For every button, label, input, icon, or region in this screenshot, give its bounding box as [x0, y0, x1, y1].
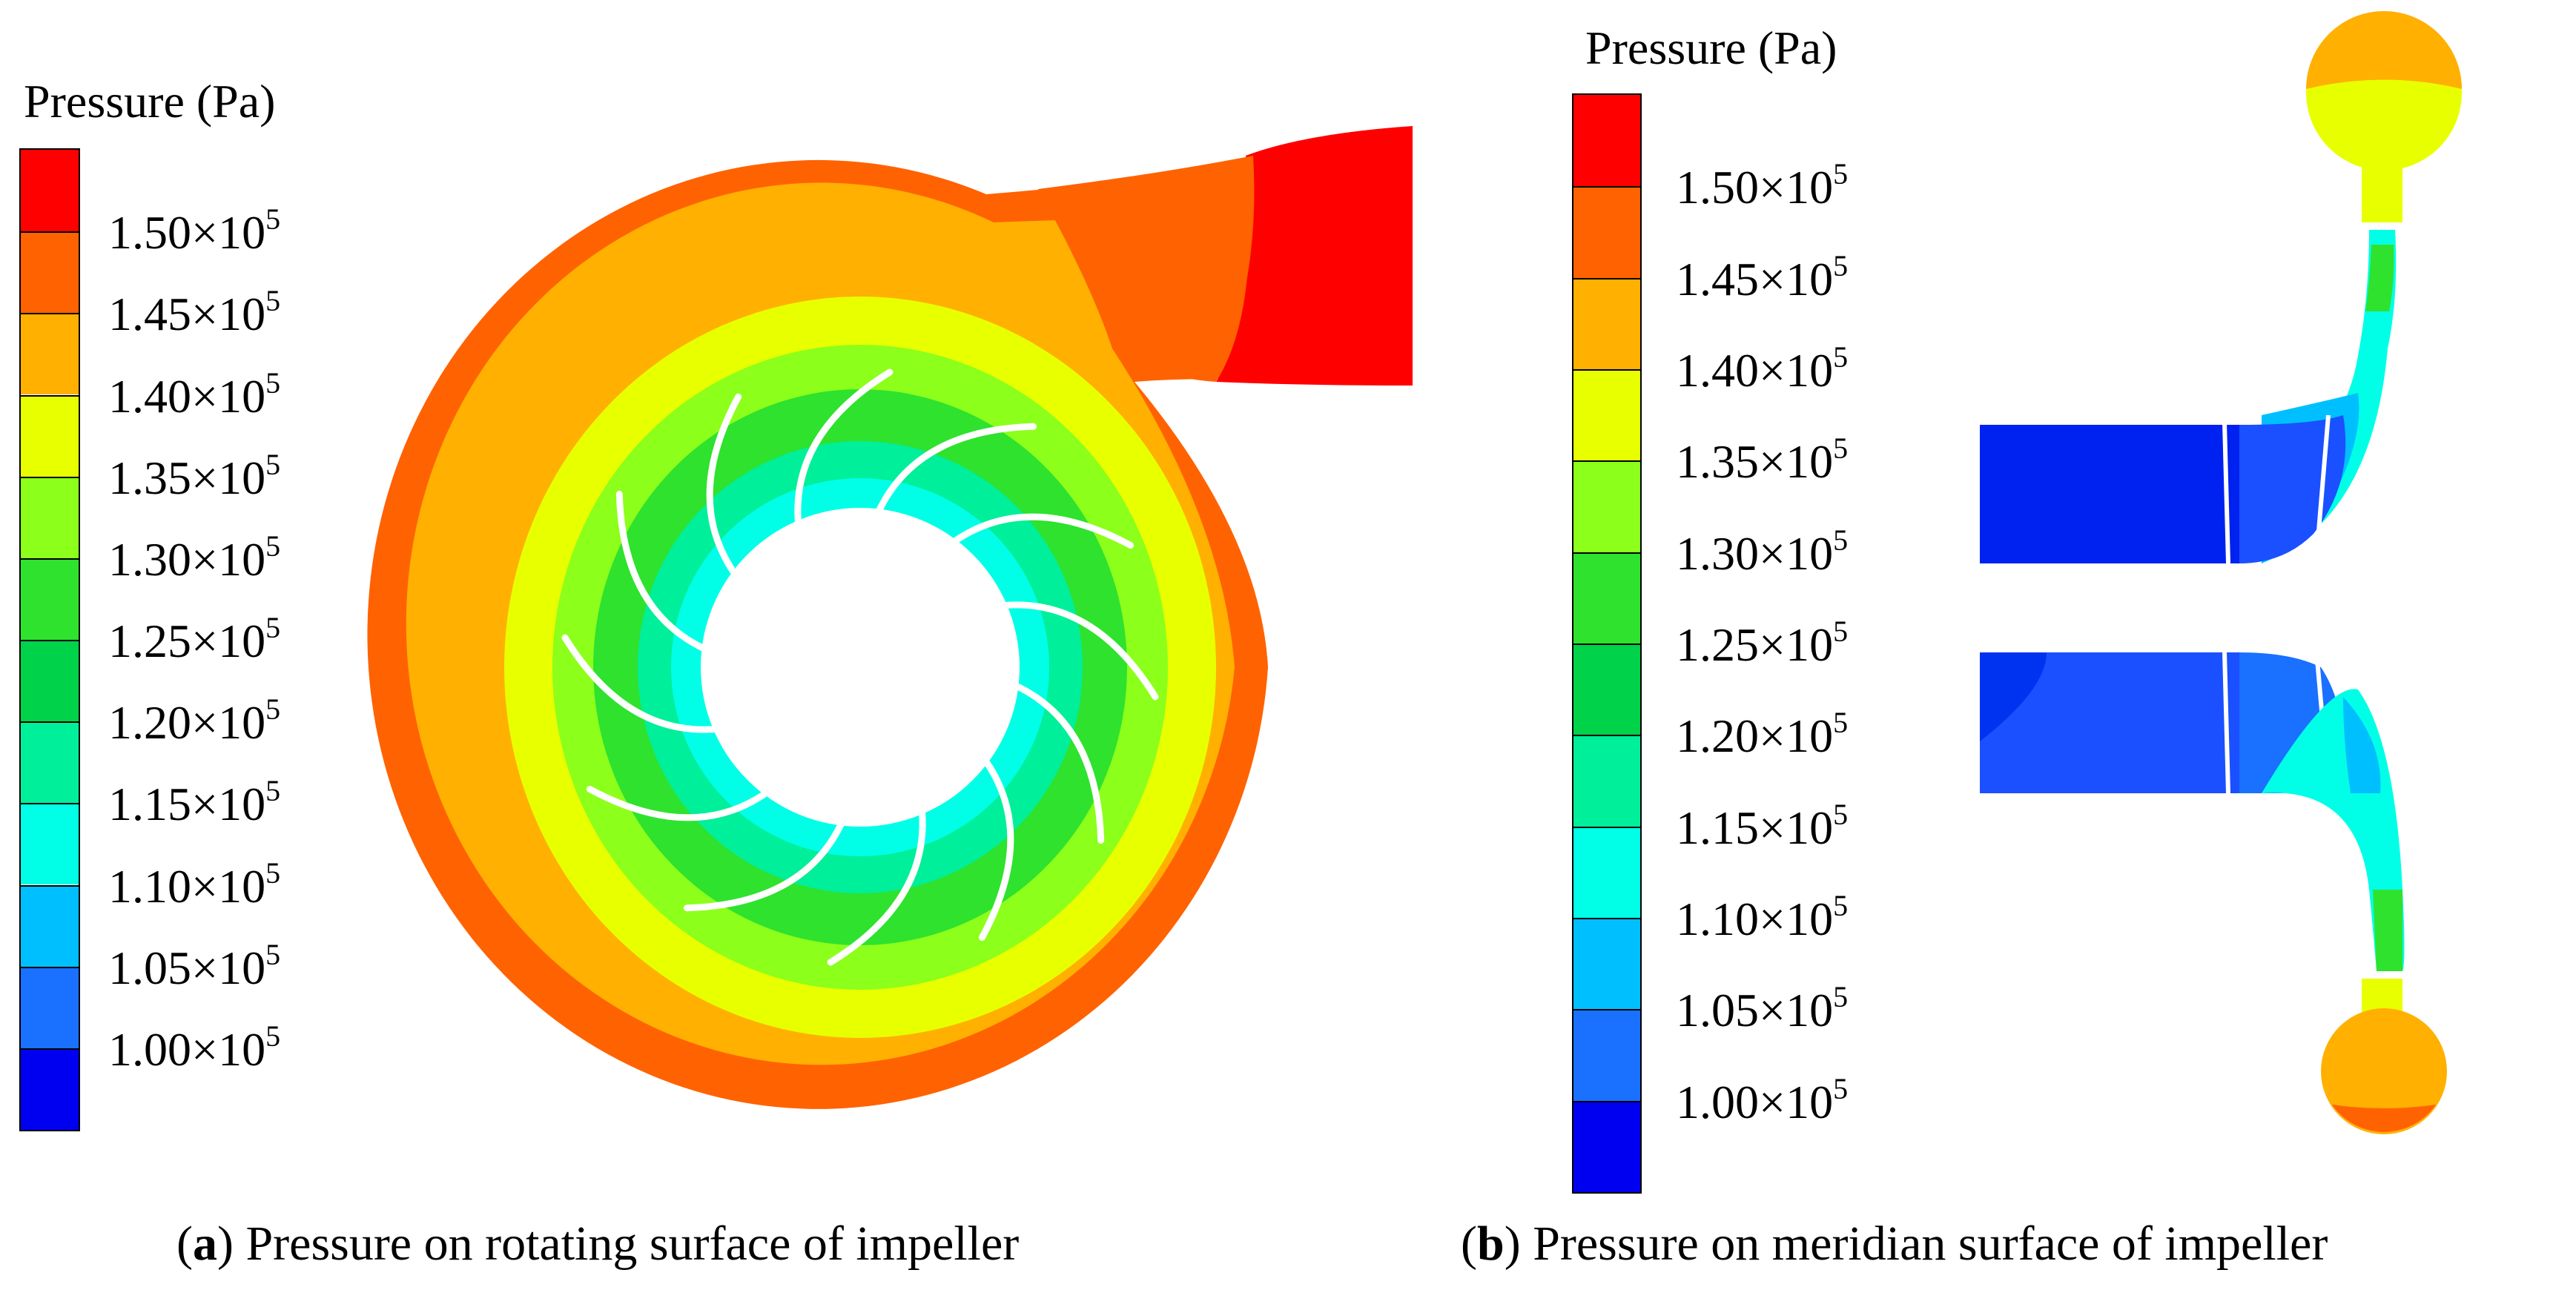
panel-a: Pressure (Pa) 1.50×105 1.45×105 1.40×105 1.…	[19, 75, 1413, 1271]
legend-swatch	[1573, 1009, 1640, 1101]
top-shroud-section	[2239, 415, 2346, 563]
outlet-orange-zone	[1038, 156, 1255, 382]
legend-swatch	[21, 150, 79, 232]
legend-swatch	[1573, 735, 1640, 827]
legend-swatch	[21, 1048, 79, 1130]
legend-swatch	[1573, 277, 1640, 369]
impeller-rotating-surface-contour	[367, 126, 1413, 1109]
top-passage-green	[2365, 245, 2394, 311]
legend-tick-label: 1.30×105	[108, 529, 281, 586]
impeller-blade	[586, 785, 767, 821]
bottom-volute-section	[2321, 1008, 2447, 1134]
bottom-passage-green	[2373, 890, 2402, 971]
legend-tick-label: 1.20×105	[1676, 706, 1849, 763]
impeller-blade	[794, 368, 894, 524]
impeller-blade	[615, 490, 706, 651]
impeller-meridian-surface-contour	[1980, 11, 2462, 1134]
legend-a-title: Pressure (Pa)	[24, 75, 276, 128]
impeller-blade	[1014, 684, 1105, 844]
impeller-blade	[876, 423, 1037, 513]
impeller-blade	[683, 821, 844, 912]
legend-tick-label: 1.25×105	[108, 611, 281, 667]
bottom-blade-leading-edge	[2222, 652, 2230, 794]
legend-swatch	[1573, 369, 1640, 461]
impeller-blade	[978, 760, 1014, 942]
legend-swatch	[1573, 826, 1640, 918]
outlet-high-pressure-zone	[1216, 126, 1413, 386]
caption-b: (b) Pressure on meridian surface of impe…	[1461, 1217, 2328, 1271]
caption-a-letter: a	[192, 1217, 217, 1271]
legend-tick-label: 1.05×105	[1676, 980, 1849, 1037]
legend-tick-label: 1.40×105	[108, 365, 281, 423]
legend-tick-label: 1.45×105	[108, 284, 281, 341]
legend-swatch	[21, 721, 79, 804]
legend-swatch	[1573, 95, 1640, 187]
legend-swatch	[21, 884, 79, 967]
legend-swatch	[1573, 918, 1640, 1010]
caption-b-text: Pressure on meridian surface of impeller	[1533, 1217, 2328, 1271]
impeller-blade	[1003, 601, 1159, 701]
legend-tick-label: 1.40×105	[1676, 340, 1849, 397]
legend-b-colorbar	[1572, 93, 1642, 1194]
legend-tick-label: 1.20×105	[108, 692, 281, 750]
bottom-inlet-light	[1980, 652, 2047, 741]
legend-tick-label: 1.00×105	[1676, 1071, 1849, 1128]
legend-tick-label: 1.15×105	[108, 774, 281, 831]
legend-tick-label: 1.00×105	[108, 1019, 281, 1076]
legend-swatch	[1573, 1100, 1640, 1192]
legend-swatch	[1573, 644, 1640, 735]
legend-swatch	[21, 803, 79, 885]
top-volute-neck	[2362, 167, 2402, 222]
legend-tick-label: 1.30×105	[1676, 523, 1849, 580]
legend-b-title: Pressure (Pa)	[1585, 21, 1837, 74]
legend-swatch	[1573, 460, 1640, 552]
legend-swatch	[1573, 186, 1640, 278]
legend-tick-label: 1.25×105	[1676, 615, 1849, 671]
legend-tick-label: 1.45×105	[1676, 248, 1849, 305]
impeller-blade	[953, 513, 1135, 549]
legend-swatch	[21, 558, 79, 640]
top-inlet-section	[1980, 425, 2239, 563]
impeller-blade	[561, 634, 717, 733]
bottom-passage-blue	[2343, 697, 2381, 793]
legend-swatch	[21, 394, 79, 477]
legend-tick-label: 1.15×105	[1676, 797, 1849, 854]
legend-tick-label: 1.35×105	[1676, 431, 1849, 489]
legend-swatch	[21, 313, 79, 395]
top-blade-leading-edge	[2222, 422, 2230, 564]
legend-swatch	[21, 231, 79, 314]
legend-tick-label: 1.10×105	[1676, 889, 1849, 945]
caption-a: (a) Pressure on rotating surface of impe…	[176, 1217, 1020, 1271]
top-volute-cap	[2306, 11, 2462, 89]
legend-tick-label: 1.50×105	[1676, 157, 1849, 214]
legend-swatch	[21, 476, 79, 558]
caption-a-text: Pressure on rotating surface of impeller	[245, 1217, 1020, 1271]
panel-b: Pressure (Pa) 1.50×105 1.45×105 1.40×105 1.…	[1446, 0, 2576, 1310]
impeller-blade	[706, 393, 742, 575]
impeller-blade	[827, 810, 926, 966]
legend-swatch	[21, 966, 79, 1048]
impeller-hub	[701, 508, 1020, 827]
caption-b-letter: b	[1476, 1217, 1505, 1271]
legend-swatch	[21, 640, 79, 722]
top-blade-trailing-edge	[2315, 414, 2331, 549]
legend-tick-label: 1.05×105	[108, 937, 281, 994]
legend-tick-label: 1.50×105	[108, 202, 281, 259]
bottom-volute-cap	[2332, 1105, 2436, 1132]
legend-swatch	[1573, 552, 1640, 644]
legend-tick-label: 1.10×105	[108, 856, 281, 913]
legend-tick-label: 1.35×105	[108, 447, 281, 504]
legend-a-colorbar	[19, 148, 80, 1131]
impeller-blades	[561, 368, 1159, 966]
